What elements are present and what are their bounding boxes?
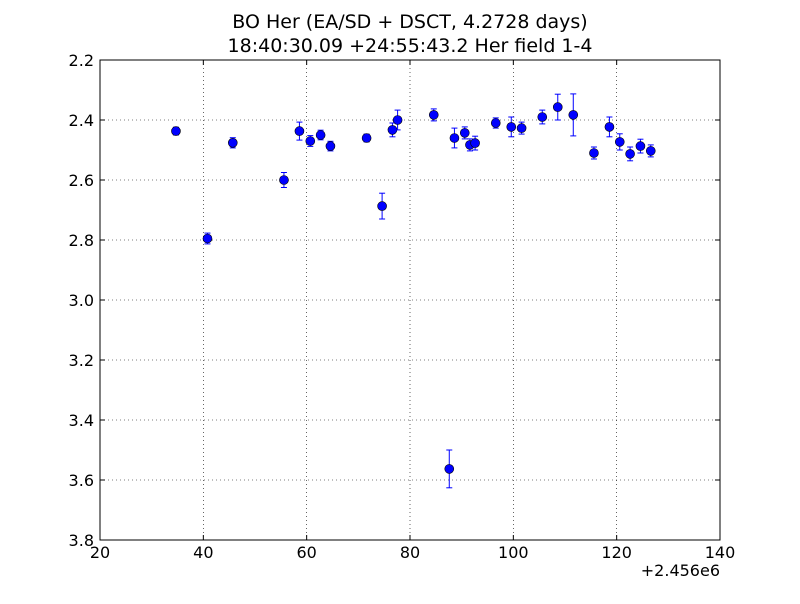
data-marker	[470, 138, 480, 148]
x-tick-label: 80	[400, 543, 420, 562]
y-tick-label: 2.4	[69, 111, 94, 130]
data-marker	[315, 130, 326, 140]
data-point	[516, 121, 527, 135]
data-point	[305, 135, 316, 147]
data-point	[377, 192, 387, 220]
data-marker	[305, 136, 316, 146]
y-tick-label: 2.8	[69, 231, 94, 250]
x-tick-label: 20	[90, 543, 110, 562]
chart-title: BO Her (EA/SD + DSCT, 4.2728 days)	[232, 11, 588, 33]
data-point	[428, 108, 439, 122]
data-point	[294, 121, 305, 141]
data-marker	[444, 464, 455, 474]
data-point	[444, 449, 455, 489]
data-point	[459, 126, 470, 140]
data-point	[625, 146, 635, 162]
data-marker	[506, 122, 517, 132]
data-point	[279, 172, 289, 188]
data-point	[227, 137, 238, 149]
data-marker	[202, 233, 213, 244]
data-point	[490, 117, 501, 129]
data-marker	[635, 141, 646, 151]
data-point	[392, 109, 403, 131]
data-marker	[614, 137, 625, 147]
data-marker	[392, 115, 403, 125]
x-tick-label: 100	[498, 543, 529, 562]
data-point	[449, 127, 460, 149]
data-point	[645, 144, 656, 158]
data-point	[171, 126, 181, 136]
y-tick-label: 2.6	[69, 171, 94, 190]
data-marker	[645, 146, 656, 156]
data-points	[171, 93, 656, 489]
y-tick-label: 2.2	[69, 51, 94, 70]
data-marker	[552, 102, 563, 112]
y-tick-label: 3.0	[69, 291, 94, 310]
x-tick-label: 40	[193, 543, 213, 562]
y-tick-label: 3.4	[69, 411, 94, 430]
chart-subtitle: 18:40:30.09 +24:55:43.2 Her field 1-4	[227, 35, 593, 57]
data-marker	[604, 122, 615, 132]
y-tick-label: 3.6	[69, 471, 94, 490]
y-tick-label: 3.2	[69, 351, 94, 370]
data-point	[202, 232, 213, 245]
data-marker	[171, 126, 181, 136]
data-point	[552, 93, 563, 121]
data-marker	[537, 112, 548, 122]
data-marker	[589, 148, 599, 158]
data-marker	[568, 110, 579, 120]
data-marker	[428, 110, 439, 120]
data-marker	[490, 118, 501, 128]
data-point	[635, 138, 646, 154]
x-tick-label: 60	[296, 543, 316, 562]
data-marker	[279, 175, 289, 185]
data-marker	[227, 138, 238, 148]
data-point	[589, 146, 599, 160]
data-point	[315, 129, 326, 141]
x-axis-ticks: 20 40 60 80 100 120 140	[90, 60, 735, 562]
data-point	[614, 133, 625, 151]
data-point	[470, 135, 480, 151]
data-point	[506, 116, 517, 138]
data-marker	[516, 123, 527, 133]
data-point	[361, 133, 372, 143]
x-tick-label: 140	[705, 543, 736, 562]
data-point	[537, 109, 548, 125]
data-marker	[625, 149, 635, 159]
data-point	[568, 93, 579, 137]
x-tick-label: 120	[601, 543, 632, 562]
grid-lines	[100, 60, 720, 540]
data-marker	[449, 133, 460, 143]
y-tick-label: 3.8	[69, 531, 94, 550]
x-axis-offset-label: +2.456e6	[640, 561, 720, 580]
data-marker	[377, 201, 387, 211]
data-marker	[294, 126, 305, 136]
data-marker	[325, 141, 336, 151]
y-axis-ticks: 2.2 2.4 2.6 2.8 3.0 3.2 3.4 3.6 3.8	[69, 51, 720, 550]
data-marker	[361, 133, 372, 143]
data-marker	[459, 128, 470, 138]
data-point	[604, 116, 615, 138]
data-point	[325, 140, 336, 152]
